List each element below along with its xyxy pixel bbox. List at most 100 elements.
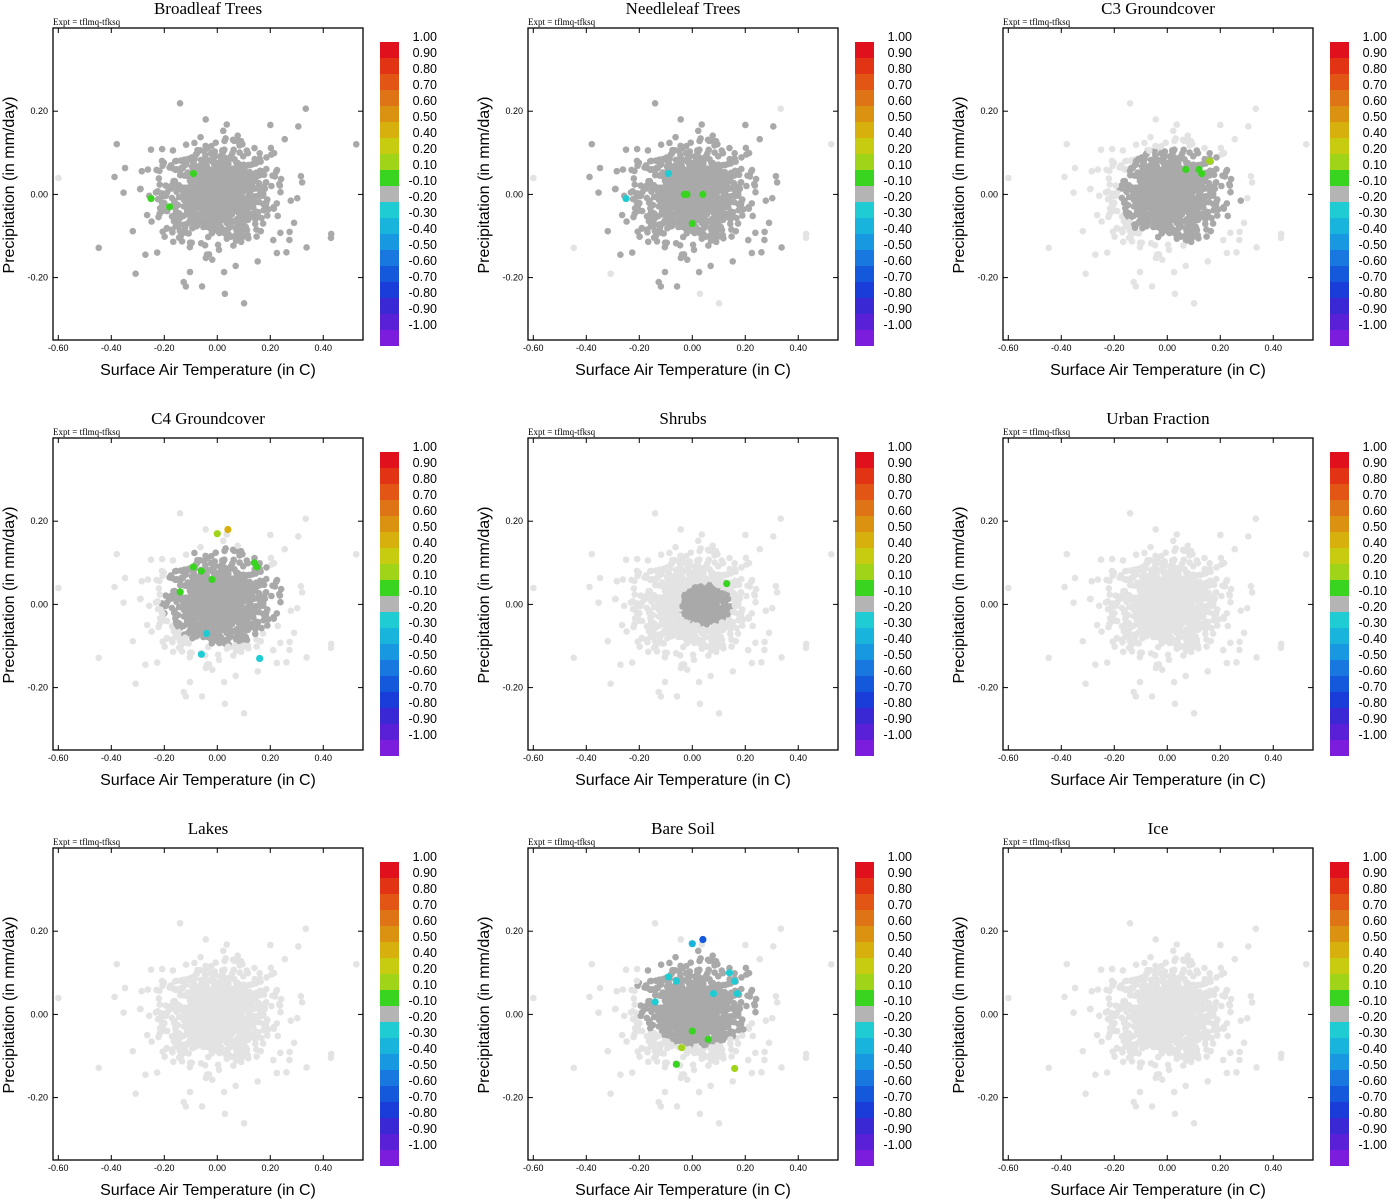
point-neutral xyxy=(1177,176,1184,184)
point-background xyxy=(687,549,695,556)
point-neutral xyxy=(281,135,289,143)
point-highlight xyxy=(1195,165,1203,174)
point-background xyxy=(1236,236,1243,244)
colorbar-swatch xyxy=(380,564,399,580)
point-background xyxy=(651,631,658,639)
point-background xyxy=(267,554,275,562)
point-neutral xyxy=(675,186,682,194)
point-neutral xyxy=(743,182,750,190)
point-neutral xyxy=(197,192,205,200)
point-background xyxy=(303,654,310,661)
point-neutral xyxy=(219,558,227,566)
point-neutral xyxy=(1211,185,1219,193)
point-highlight xyxy=(699,190,707,198)
point-background xyxy=(298,589,306,596)
point-neutral xyxy=(195,557,203,565)
colorbar-swatch xyxy=(380,692,399,708)
point-neutral xyxy=(219,127,227,135)
point-neutral xyxy=(239,562,247,570)
point-neutral xyxy=(1187,169,1195,177)
point-neutral xyxy=(1126,167,1134,175)
point-background xyxy=(705,652,712,659)
point-neutral xyxy=(207,619,215,626)
colorbar-swatch xyxy=(855,234,874,250)
point-background xyxy=(144,576,152,583)
point-neutral xyxy=(1136,171,1143,179)
point-neutral xyxy=(193,221,200,229)
point-background xyxy=(646,567,654,575)
point-neutral xyxy=(176,227,184,235)
point-neutral xyxy=(255,589,263,597)
point-background xyxy=(1138,239,1146,247)
point-neutral xyxy=(1166,194,1173,202)
point-neutral xyxy=(173,620,180,628)
point-neutral xyxy=(276,592,284,599)
point-neutral xyxy=(1188,202,1196,209)
colorbar-label: 0.60 xyxy=(1363,94,1387,108)
point-neutral xyxy=(657,203,665,210)
colorbar-swatch xyxy=(855,74,874,90)
point-neutral xyxy=(283,249,290,256)
colorbar-label: -0.20 xyxy=(1359,190,1388,204)
y-tick-label: 0.20 xyxy=(30,516,48,526)
point-background xyxy=(1217,144,1225,152)
point-neutral xyxy=(225,631,233,639)
point-neutral xyxy=(676,242,684,249)
y-tick-label: -0.20 xyxy=(502,273,523,283)
point-neutral xyxy=(236,142,243,149)
point-neutral xyxy=(770,123,777,130)
colorbar-swatch xyxy=(380,202,399,218)
point-background xyxy=(1219,236,1227,244)
point-neutral xyxy=(1121,197,1128,205)
x-tick-label: -0.60 xyxy=(48,343,69,353)
point-neutral xyxy=(267,121,274,129)
x-tick-label: 0.40 xyxy=(1264,343,1282,353)
point-neutral xyxy=(752,229,759,237)
point-neutral xyxy=(232,159,240,166)
point-neutral xyxy=(768,194,776,202)
point-neutral xyxy=(225,566,233,574)
point-neutral xyxy=(1178,183,1186,191)
point-neutral xyxy=(234,616,241,623)
point-neutral xyxy=(611,185,619,193)
colorbar-label: 0.50 xyxy=(413,520,437,534)
point-background xyxy=(712,648,720,656)
colorbar-label: 0.40 xyxy=(413,536,437,550)
point-neutral xyxy=(704,150,711,157)
colorbar-swatch xyxy=(380,660,399,676)
panel-title: Broadleaf Trees xyxy=(154,0,262,18)
point-background xyxy=(1145,147,1153,155)
point-neutral xyxy=(718,209,726,216)
point-neutral xyxy=(699,215,707,223)
point-background xyxy=(202,526,210,533)
colorbar-label: 0.60 xyxy=(888,94,912,108)
point-background xyxy=(1120,217,1128,225)
point-neutral xyxy=(739,212,746,219)
point-neutral xyxy=(1172,173,1180,180)
point-neutral xyxy=(162,192,170,200)
point-neutral xyxy=(677,142,684,150)
point-neutral xyxy=(705,242,712,249)
point-background xyxy=(651,637,659,645)
point-background xyxy=(657,551,665,558)
x-tick-label: 0.20 xyxy=(261,753,279,763)
colorbar-swatch xyxy=(855,298,874,314)
point-neutral xyxy=(259,220,267,227)
point-neutral xyxy=(185,155,192,163)
point-neutral xyxy=(1218,182,1225,190)
point-neutral xyxy=(243,619,251,626)
point-neutral xyxy=(200,612,208,619)
point-neutral xyxy=(207,559,215,567)
point-neutral xyxy=(153,249,161,256)
point-neutral xyxy=(1150,186,1157,194)
point-background xyxy=(731,577,739,585)
point-neutral xyxy=(219,563,226,571)
colorbar-swatch xyxy=(1330,170,1349,186)
point-background xyxy=(176,637,184,645)
point-neutral xyxy=(176,167,184,175)
point-background xyxy=(677,552,684,560)
point-background xyxy=(270,559,278,567)
point-neutral xyxy=(749,212,757,220)
colorbar-label: -0.30 xyxy=(1359,206,1388,220)
point-background xyxy=(175,644,183,651)
